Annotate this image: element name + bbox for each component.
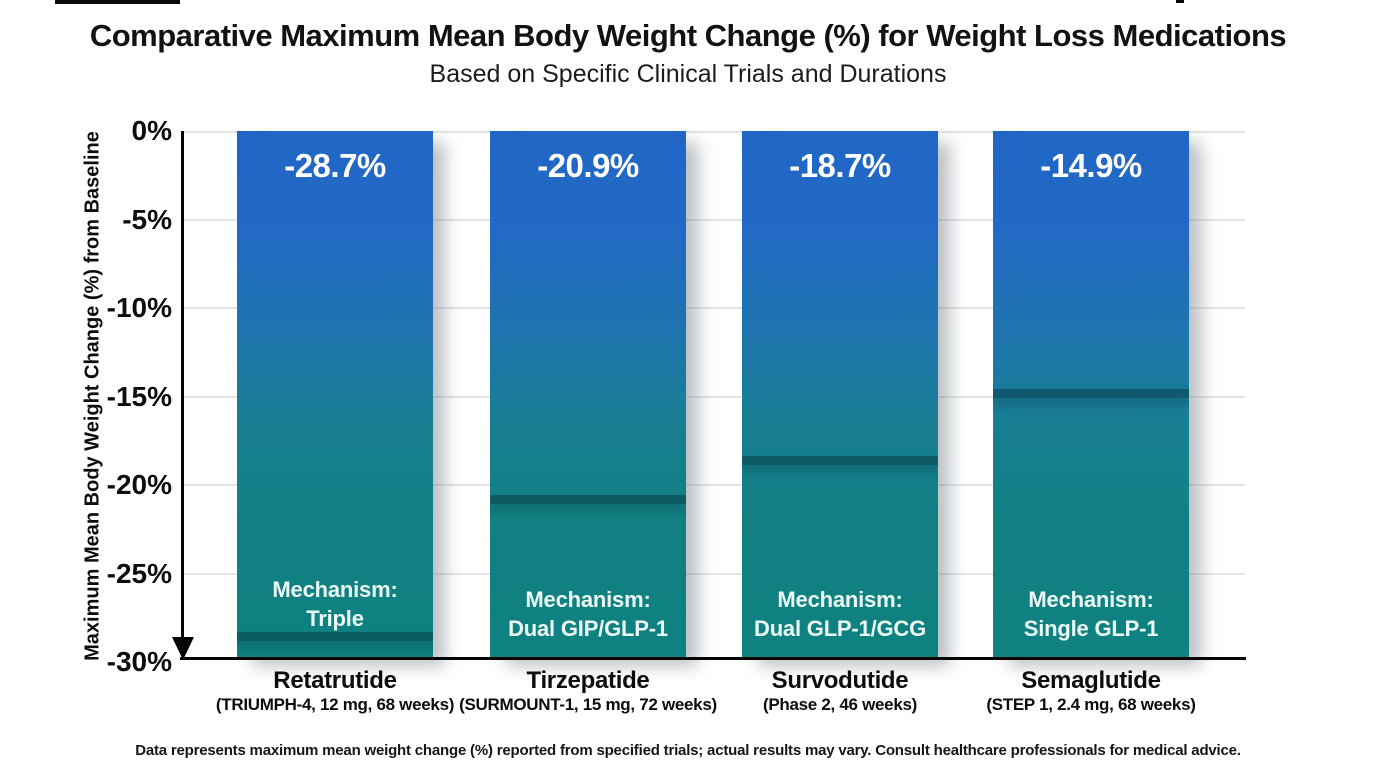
x-label-retatrutide: Retatrutide (TRIUMPH-4, 12 mg, 68 weeks) bbox=[195, 668, 475, 716]
x-label-survodutide: Survodutide (Phase 2, 46 weeks) bbox=[700, 668, 980, 716]
gridline-15 bbox=[183, 396, 1245, 398]
mechanism-title: Mechanism: bbox=[525, 587, 651, 612]
bar-value-label: -20.9% bbox=[537, 147, 639, 184]
y-tick-20: -20% bbox=[106, 469, 172, 500]
gridline-20 bbox=[183, 484, 1245, 486]
mechanism-type: Dual GLP-1/GCG bbox=[754, 616, 926, 641]
drug-name: Tirzepatide bbox=[526, 667, 650, 694]
x-label-semaglutide: Semaglutide (STEP 1, 2.4 mg, 68 weeks) bbox=[951, 668, 1231, 716]
bar-value-label: -14.9% bbox=[1040, 147, 1142, 184]
gridline-25 bbox=[183, 573, 1245, 575]
y-tick-25: -25% bbox=[106, 558, 172, 589]
gridline-10 bbox=[183, 307, 1245, 309]
bar-value-label: -28.7% bbox=[284, 147, 386, 184]
bar-value-label: -18.7% bbox=[789, 147, 891, 184]
mechanism-type: Single GLP-1 bbox=[1023, 616, 1159, 641]
value-marker-line bbox=[237, 632, 433, 642]
mechanism-title: Mechanism: bbox=[777, 587, 903, 612]
bar-semaglutide: -14.9% Mechanism: Single GLP-1 bbox=[993, 131, 1189, 659]
trial-detail: (SURMOUNT-1, 15 mg, 72 weeks) bbox=[459, 695, 717, 714]
y-axis-line bbox=[181, 131, 184, 643]
edge-artifact bbox=[55, 0, 180, 4]
value-marker-line bbox=[490, 494, 686, 504]
gridline-5 bbox=[183, 219, 1245, 221]
mechanism-label: Mechanism: Dual GLP-1/GCG bbox=[742, 585, 938, 643]
x-label-tirzepatide: Tirzepatide (SURMOUNT-1, 15 mg, 72 weeks… bbox=[448, 668, 728, 716]
chart-title: Comparative Maximum Mean Body Weight Cha… bbox=[89, 18, 1287, 53]
y-tick-10: -10% bbox=[106, 292, 172, 323]
y-axis-arrow-icon bbox=[172, 637, 194, 660]
gridline-0 bbox=[183, 131, 1245, 133]
drug-name: Semaglutide bbox=[1021, 667, 1161, 694]
mechanism-label: Mechanism: Single GLP-1 bbox=[993, 585, 1189, 643]
edge-artifact bbox=[1176, 0, 1184, 3]
x-axis-baseline bbox=[180, 657, 1246, 660]
y-tick-15: -15% bbox=[106, 381, 172, 412]
drug-name: Retatrutide bbox=[273, 667, 397, 694]
footnote: Data represents maximum mean weight chan… bbox=[135, 742, 1241, 759]
y-tick-30: -30% bbox=[106, 646, 172, 677]
value-marker-line bbox=[742, 456, 938, 466]
bar-retatrutide: -28.7% Mechanism: Triple bbox=[237, 131, 433, 659]
bar-survodutide: -18.7% Mechanism: Dual GLP-1/GCG bbox=[742, 131, 938, 659]
y-tick-5: -5% bbox=[122, 204, 172, 235]
trial-detail: (Phase 2, 46 weeks) bbox=[762, 695, 917, 714]
drug-name: Survodutide bbox=[771, 667, 909, 694]
mechanism-title: Mechanism: bbox=[272, 577, 398, 602]
mechanism-type: Triple bbox=[306, 606, 364, 631]
bar-tirzepatide: -20.9% Mechanism: Dual GIP/GLP-1 bbox=[490, 131, 686, 659]
trial-detail: (STEP 1, 2.4 mg, 68 weeks) bbox=[986, 695, 1196, 714]
chart-subtitle: Based on Specific Clinical Trials and Du… bbox=[429, 60, 947, 88]
mechanism-label: Mechanism: Triple bbox=[237, 575, 433, 633]
mechanism-type: Dual GIP/GLP-1 bbox=[508, 616, 668, 641]
trial-detail: (TRIUMPH-4, 12 mg, 68 weeks) bbox=[215, 695, 455, 714]
plot-area: -28.7% Mechanism: Triple -20.9% Mechanis… bbox=[183, 131, 1245, 659]
mechanism-title: Mechanism: bbox=[1028, 587, 1154, 612]
value-marker-line bbox=[993, 389, 1189, 399]
y-tick-0: 0% bbox=[131, 115, 172, 146]
mechanism-label: Mechanism: Dual GIP/GLP-1 bbox=[490, 585, 686, 643]
